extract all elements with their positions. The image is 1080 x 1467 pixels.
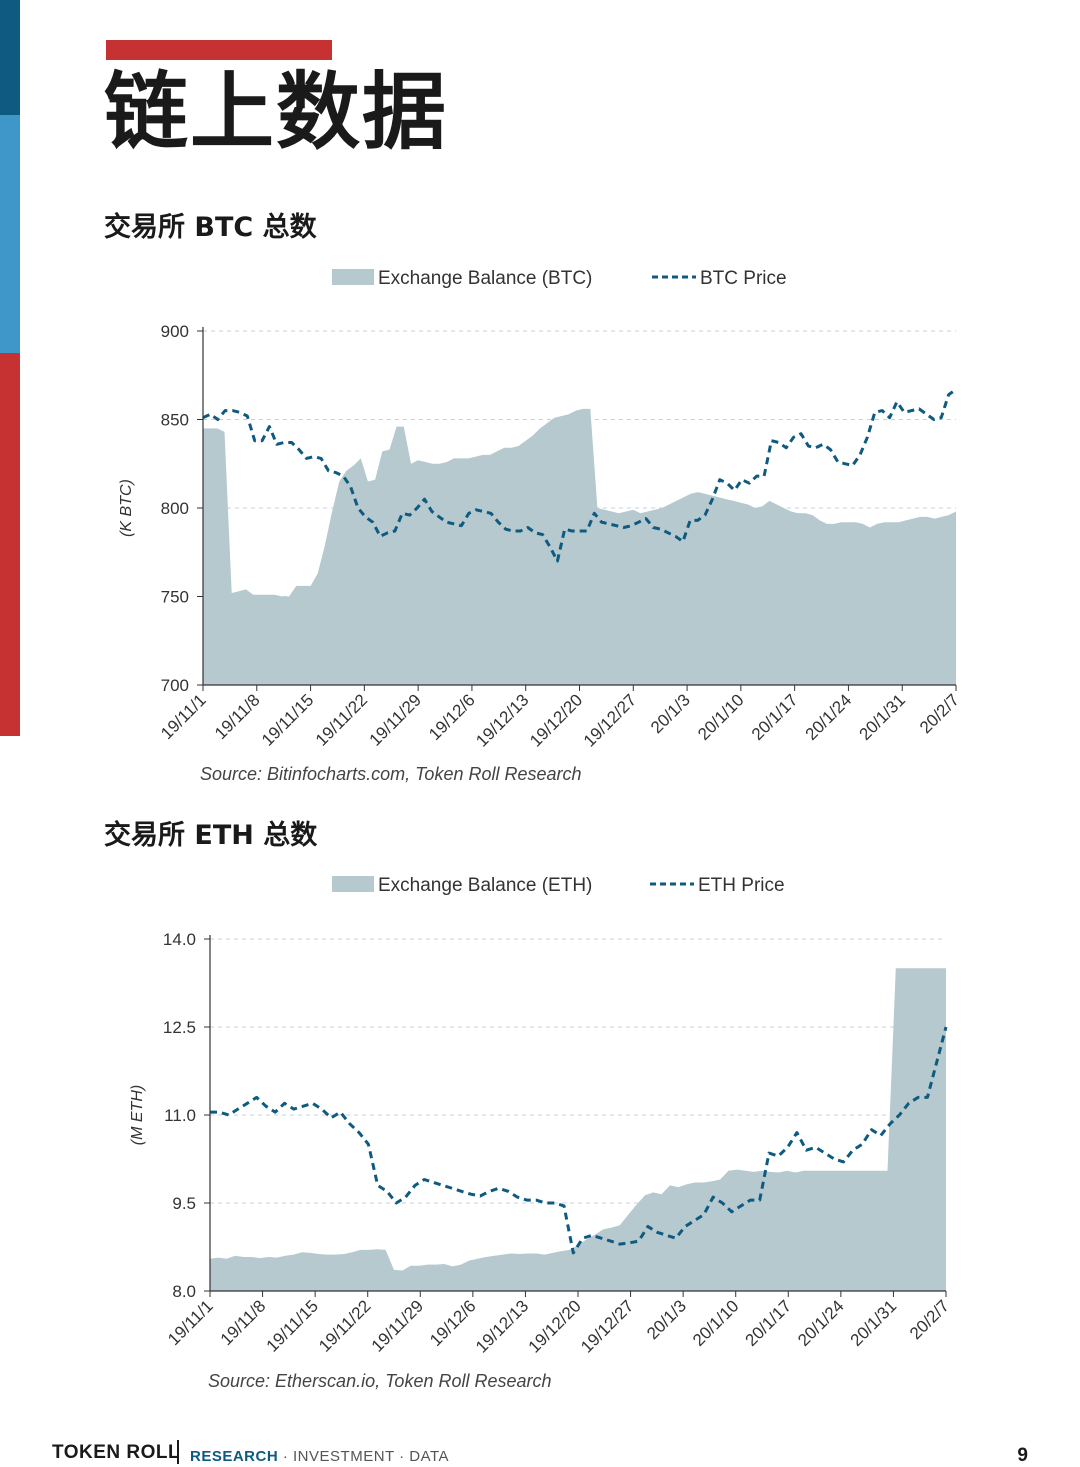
legend-swatch-area: [332, 876, 374, 892]
legend-label-line: ETH Price: [698, 875, 785, 896]
x-tick-label: 19/11/22: [315, 1296, 374, 1355]
x-tick-label: 19/11/22: [312, 690, 371, 749]
y-tick-label: 700: [161, 676, 189, 695]
x-tick-label: 20/1/3: [643, 1296, 690, 1343]
btc-exchange-balance-chart: Exchange Balance (BTC) BTC Price 700 750 800…: [0, 255, 1080, 795]
y-tick-label: 12.5: [163, 1018, 196, 1037]
source-note: Source: Etherscan.io, Token Roll Researc…: [208, 1371, 552, 1391]
x-tick-label: 19/12/27: [580, 690, 640, 750]
y-tick-label: 850: [161, 411, 189, 430]
x-tick-label: 20/2/7: [916, 690, 963, 737]
x-tick-label: 20/2/7: [906, 1296, 953, 1343]
series-area-exchange-balance: [210, 968, 946, 1291]
y-axis-label: (M ETH): [129, 1085, 146, 1145]
series-line-price: [210, 1026, 948, 1255]
y-tick-label: 750: [161, 588, 189, 607]
x-tick-label: 19/11/1: [164, 1296, 217, 1349]
x-tick-label: 20/1/3: [647, 690, 694, 737]
x-tick-label: 20/1/31: [855, 690, 909, 744]
side-bar-light-blue: [0, 115, 20, 353]
x-tick-label: 19/12/13: [472, 1296, 532, 1356]
y-tick-label: 8.0: [172, 1282, 196, 1301]
btc-section-title: 交易所 BTC 总数: [104, 212, 317, 243]
y-tick-label: 14.0: [163, 930, 196, 949]
legend-label-area: Exchange Balance (ETH): [378, 875, 592, 896]
x-tick-label: 19/12/6: [425, 690, 479, 744]
y-axis-label: (K BTC): [118, 479, 135, 537]
title-accent-rule: [106, 40, 332, 60]
x-tick-label: 19/11/1: [157, 690, 210, 743]
legend-label-area: Exchange Balance (BTC): [378, 268, 592, 289]
x-tick-label: 20/1/17: [742, 1296, 796, 1350]
eth-exchange-balance-chart: Exchange Balance (ETH) ETH Price 8.0 9.5 11.…: [0, 862, 1080, 1402]
x-tick-label: 19/12/27: [577, 1296, 637, 1356]
footer-tag-research: RESEARCH: [190, 1448, 279, 1465]
x-tick-label: 19/11/15: [263, 1296, 322, 1355]
x-tick-label: 19/11/15: [258, 690, 317, 749]
x-tick-label: 19/12/6: [426, 1296, 480, 1350]
series-line-price: [202, 388, 957, 563]
x-tick-label: 19/11/8: [217, 1296, 270, 1349]
legend-label-line: BTC Price: [700, 268, 787, 289]
x-tick-label: 20/1/24: [802, 690, 856, 744]
page-number: 9: [1017, 1445, 1028, 1466]
source-note: Source: Bitinfocharts.com, Token Roll Re…: [200, 764, 582, 784]
x-tick-label: 20/1/24: [794, 1296, 848, 1350]
x-tick-label: 20/1/31: [847, 1296, 901, 1350]
footer-tagline: RESEARCH · INVESTMENT · DATA: [190, 1448, 449, 1465]
y-tick-label: 900: [161, 322, 189, 341]
page-title: 链上数据: [104, 63, 449, 161]
x-tick-label: 19/11/29: [366, 690, 425, 749]
series-area-exchange-balance: [203, 408, 956, 685]
y-tick-label: 11.0: [164, 1106, 196, 1125]
footer-brand: TOKEN ROLL: [52, 1442, 181, 1463]
eth-chart-svg: Exchange Balance (ETH) ETH Price 8.0 9.5 11.…: [129, 875, 953, 1391]
x-tick-label: 19/12/20: [526, 690, 586, 750]
y-tick-label: 9.5: [172, 1194, 196, 1213]
footer-separator: [177, 1440, 179, 1464]
y-tick-label: 800: [161, 499, 189, 518]
side-bar-red: [0, 353, 20, 736]
x-tick-label: 20/1/10: [689, 1296, 743, 1350]
x-tick-label: 19/12/20: [525, 1296, 585, 1356]
x-tick-label: 19/12/13: [472, 690, 532, 750]
x-tick-label: 20/1/10: [694, 690, 748, 744]
side-bar-dark-blue: [0, 0, 20, 115]
eth-section-title: 交易所 ETH 总数: [104, 820, 318, 851]
x-tick-label: 20/1/17: [748, 690, 802, 744]
x-tick-label: 19/11/29: [368, 1296, 427, 1355]
legend-swatch-area: [332, 269, 374, 285]
btc-chart-svg: Exchange Balance (BTC) BTC Price 700 750 800…: [118, 268, 963, 784]
x-tick-label: 19/11/8: [211, 690, 264, 743]
footer-tag-rest: · INVESTMENT · DATA: [278, 1448, 450, 1465]
